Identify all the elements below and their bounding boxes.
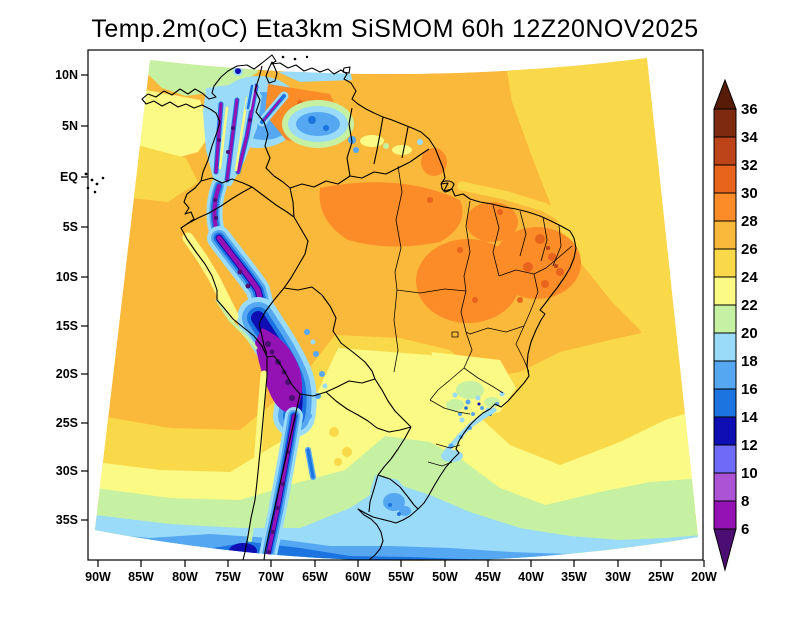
colorbar-labels: 36 34 32 30 28 26 24 22 20 18 16 14 12 1… (741, 101, 758, 538)
field-guiana-highlands-cool-patch (282, 100, 359, 153)
y-tick-label: 30S (56, 464, 78, 478)
colorbar-label: 26 (741, 241, 758, 258)
x-tick-label: 75W (215, 570, 241, 584)
x-axis: 90W 85W 80W 75W 70W 65W 60W 55W 50W 45W … (85, 560, 717, 584)
x-tick-label: 90W (85, 570, 111, 584)
y-tick-label: 10S (56, 270, 78, 284)
colorbar-label: 28 (741, 213, 758, 230)
brazil-state-borders (393, 165, 573, 467)
caribbean-island-dots (281, 55, 309, 61)
y-tick-label: 5S (63, 220, 78, 234)
x-tick-label: 60W (345, 570, 371, 584)
y-tick-label: 15S (56, 319, 78, 333)
marajo-island-outline (440, 180, 455, 193)
colorbar-under-arrow (713, 528, 737, 572)
colorbar-label: 12 (741, 437, 758, 454)
colorbar-over-arrow (713, 78, 737, 110)
temperature-field (95, 58, 698, 561)
colorbar-label: 20 (741, 325, 758, 342)
x-tick-label: 45W (475, 570, 501, 584)
x-tick-label: 40W (518, 570, 544, 584)
colorbar-label: 8 (741, 493, 749, 510)
country-borders (186, 65, 430, 561)
x-tick-label: 30W (605, 570, 631, 584)
x-axis-ticks (97, 560, 705, 567)
plot-frame (87, 49, 704, 561)
y-axis: 10N 5N EQ 5S 10S 15S 20S 25S 30S 35S (55, 68, 88, 527)
colorbar-label: 34 (741, 129, 758, 146)
x-tick-label: 80W (172, 570, 198, 584)
colorbar-label: 18 (741, 353, 758, 370)
y-tick-label: 10N (55, 68, 78, 82)
colorbar-label: 32 (741, 157, 758, 174)
y-tick-label: 5N (62, 119, 78, 133)
x-tick-label: 55W (388, 570, 414, 584)
colorbar-label: 6 (741, 521, 749, 538)
colorbar-label: 14 (741, 409, 758, 426)
x-tick-label: 65W (302, 570, 328, 584)
y-axis-ticks (81, 74, 88, 521)
colorbar-label: 22 (741, 297, 758, 314)
x-tick-label: 85W (128, 570, 154, 584)
y-tick-label: 25S (56, 416, 78, 430)
x-tick-label: 70W (258, 570, 284, 584)
colorbar-label: 36 (741, 101, 758, 118)
colorbar-label: 16 (741, 381, 758, 398)
field-southeast-brazil-uruguay-cool (305, 352, 516, 520)
colorbar-segments (713, 108, 737, 530)
x-tick-label: 25W (648, 570, 674, 584)
trinidad-outline (342, 66, 351, 74)
x-tick-label: 20W (691, 570, 717, 584)
y-tick-label: 20S (56, 367, 78, 381)
brasilia-df-square (451, 331, 459, 338)
colorbar-label: 10 (741, 465, 758, 482)
colorbar: 36 34 32 30 28 26 24 22 20 18 16 14 12 1… (713, 78, 758, 572)
x-tick-label: 35W (561, 570, 587, 584)
y-tick-label: 35S (56, 513, 78, 527)
figure-title: Temp.2m(oC) Eta3km SiSMOM 60h 12Z20NOV20… (91, 15, 698, 43)
y-tick-label: EQ (60, 170, 78, 184)
lake-maracaibo-outline (265, 61, 278, 84)
colorbar-label: 24 (741, 269, 758, 286)
x-tick-label: 50W (432, 570, 458, 584)
colorbar-label: 30 (741, 185, 758, 202)
